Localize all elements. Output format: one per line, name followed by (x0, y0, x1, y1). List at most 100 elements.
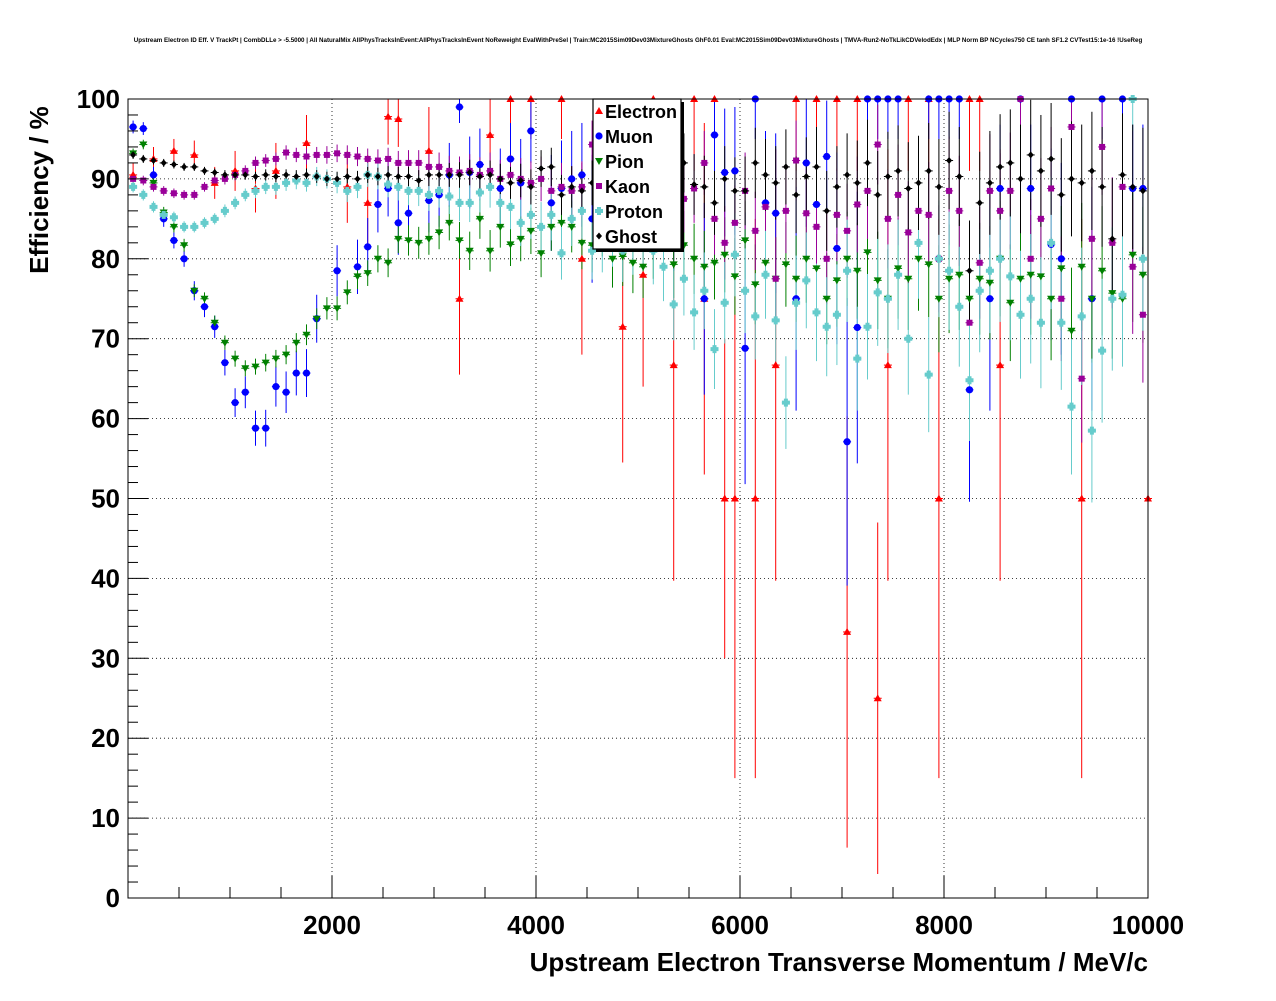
pion-data-point (934, 295, 943, 303)
legend-label: Electron (605, 102, 677, 122)
ghost-data-point (844, 171, 851, 179)
kaon-data-point (833, 211, 840, 218)
y-tick-label: 0 (106, 883, 120, 913)
pion-data-point (822, 295, 831, 303)
pion-data-point (1087, 295, 1096, 303)
pion-data-point (618, 253, 627, 261)
electron-data-point (394, 114, 403, 122)
ghost-data-point (527, 183, 534, 191)
muon-data-point (568, 175, 576, 183)
ghost-data-point (946, 157, 953, 165)
pion-data-point (730, 273, 739, 281)
pion-data-point (557, 219, 566, 227)
muon-data-point (721, 168, 729, 177)
muon-data-point (455, 103, 464, 111)
proton-data-point (1016, 310, 1025, 319)
pion-data-point (761, 259, 770, 267)
electron-data-point (669, 361, 678, 369)
proton-data-point (730, 250, 739, 259)
legend-marker-pion (595, 158, 603, 165)
x-axis-title: Upstream Electron Transverse Momentum / … (530, 947, 1148, 977)
ghost-data-point (895, 167, 902, 175)
pion-data-point (802, 255, 811, 263)
electron-data-point (996, 361, 1005, 369)
proton-data-point (741, 286, 750, 295)
pion-data-point (220, 339, 229, 347)
pion-data-point (251, 363, 260, 371)
proton-data-point (394, 182, 403, 191)
kaon-data-point (568, 187, 575, 194)
kaon-data-point (527, 179, 534, 186)
kaon-data-point (884, 215, 891, 222)
muon-data-point (139, 124, 147, 133)
kaon-data-point (1088, 235, 1095, 242)
ghost-data-point (323, 175, 330, 183)
legend-marker-proton (595, 207, 603, 215)
muon-data-point (374, 200, 382, 209)
legend-entry-proton: Proton (595, 202, 663, 222)
y-tick-label: 30 (91, 643, 120, 673)
proton-data-point (231, 198, 240, 207)
pion-data-point (445, 219, 454, 227)
kaon-data-point (915, 207, 922, 214)
proton-data-point (792, 298, 801, 307)
ghost-data-point (1027, 151, 1034, 159)
kaon-data-point (201, 183, 208, 190)
kaon-data-point (986, 187, 993, 194)
kaon-data-point (874, 141, 881, 148)
kaon-data-point (160, 187, 167, 194)
kaon-data-point (895, 191, 902, 198)
kaon-data-point (589, 141, 596, 148)
proton-data-point (292, 176, 301, 185)
proton-data-point (1047, 238, 1056, 247)
proton-data-point (883, 294, 892, 303)
pion-data-point (1036, 273, 1045, 281)
ghost-data-point (752, 159, 759, 167)
ghost-data-point (721, 175, 728, 183)
pion-data-point (343, 289, 352, 297)
ghost-data-point (476, 173, 483, 181)
proton-data-point (353, 182, 362, 191)
kaon-data-point (854, 201, 861, 208)
ghost-data-point (354, 175, 361, 183)
x-tick-label: 4000 (507, 910, 565, 940)
kaon-data-point (334, 150, 341, 157)
pion-data-point (1047, 295, 1056, 303)
legend-marker-electron (595, 107, 603, 114)
proton-data-point (506, 202, 515, 211)
muon-data-point (741, 344, 749, 352)
pion-data-point (567, 223, 576, 231)
ghost-data-point (905, 184, 912, 192)
ghost-data-point (466, 169, 473, 177)
pion-data-point (210, 319, 219, 327)
proton-data-point (557, 249, 566, 258)
ghost-data-point (140, 155, 147, 163)
ghost-data-point (313, 173, 320, 181)
ghost-data-point (395, 173, 402, 181)
kaon-data-point (538, 175, 545, 182)
electron-data-point (639, 270, 648, 278)
ghost-data-point (956, 173, 963, 181)
y-tick-label: 10 (91, 803, 120, 833)
ghost-data-point (803, 173, 810, 181)
legend-label: Pion (605, 152, 644, 172)
kaon-data-point (1037, 215, 1044, 222)
pion-data-point (353, 273, 362, 281)
kaon-data-point (772, 275, 779, 282)
proton-data-point (975, 286, 984, 295)
proton-data-point (690, 308, 699, 317)
electron-data-point (577, 254, 586, 262)
electron-data-point (455, 294, 464, 302)
pion-data-point (873, 277, 882, 285)
proton-data-point (700, 286, 709, 295)
ghost-data-point (211, 169, 218, 177)
pion-data-point (180, 242, 189, 250)
ghost-data-point (517, 176, 524, 184)
pion-data-point (751, 281, 760, 289)
electron-data-point (720, 494, 729, 502)
kaon-data-point (1099, 143, 1106, 150)
muon-data-point (1057, 255, 1065, 263)
muon-data-point (333, 267, 341, 275)
proton-data-point (761, 270, 770, 279)
